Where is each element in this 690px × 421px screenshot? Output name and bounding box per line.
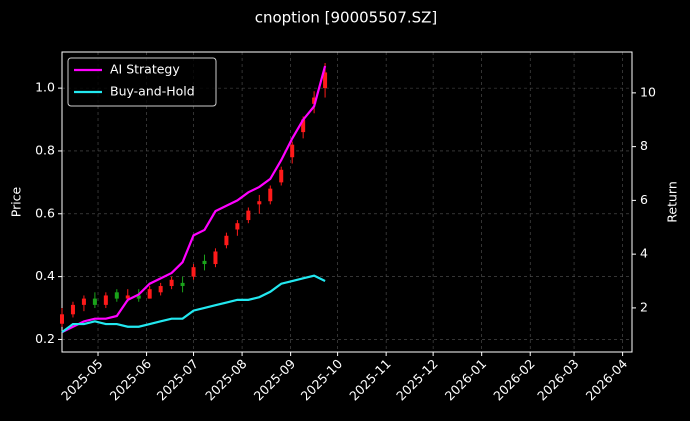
x-tick-label: 2025-09: [251, 356, 299, 404]
candle-body: [60, 314, 64, 324]
x-tick-label: 2026-04: [583, 356, 631, 404]
y2-tick-label: 6: [640, 192, 648, 207]
candle-body: [125, 295, 130, 299]
candle-body: [92, 298, 97, 305]
y2-tick-label: 8: [640, 138, 648, 153]
x-tick-label: 2025-08: [202, 356, 250, 404]
x-tick-label: 2026-01: [442, 356, 490, 404]
y-tick-label: 0.2: [35, 331, 55, 346]
candle-body: [169, 279, 174, 287]
x-tick-label: 2026-02: [490, 356, 538, 404]
candle-body: [180, 282, 185, 287]
legend-label: AI Strategy: [110, 62, 180, 77]
series-line: [61, 65, 327, 334]
chart-title: cnoption [90005507.SZ]: [255, 9, 438, 27]
x-tick-label: 2025-05: [58, 356, 106, 404]
candle-body: [312, 97, 317, 104]
y-axis-label: Price: [9, 186, 24, 217]
series-line: [61, 274, 326, 333]
candle-body: [70, 304, 75, 315]
y-tick-label: 0.6: [35, 205, 55, 220]
candle-body: [268, 188, 273, 202]
legend-box: [67, 57, 217, 107]
candle-body: [147, 289, 152, 299]
y2-axis-label: Return: [665, 181, 680, 222]
y2-tick-label: 2: [640, 299, 648, 314]
x-tick-label: 2026-03: [534, 356, 582, 404]
candle-body: [279, 169, 284, 183]
candle-body: [323, 72, 328, 89]
legend-label: Buy-and-Hold: [110, 84, 195, 99]
candle-body: [103, 295, 108, 305]
candle-body: [224, 235, 229, 246]
candle-body: [290, 144, 295, 158]
legend: AI Strategy Buy-and-Hold: [67, 57, 217, 107]
y2-tick-label: 10: [640, 84, 656, 99]
x-tick-label: 2025-12: [393, 356, 441, 404]
candle-body: [213, 251, 218, 265]
candle-body: [191, 267, 196, 277]
y-tick-label: 0.4: [35, 268, 55, 283]
candle-body: [235, 223, 240, 230]
candle-body: [301, 119, 306, 133]
candle-body: [202, 260, 207, 265]
y-tick-label: 0.8: [35, 142, 55, 157]
x-tick-label: 2025-11: [346, 356, 394, 404]
x-tick-label: 2025-10: [298, 356, 346, 404]
candle-body: [136, 295, 141, 299]
candle-body: [114, 292, 119, 299]
y2-tick-label: 4: [640, 246, 648, 261]
candle-body: [257, 201, 262, 205]
candle-body: [246, 210, 251, 221]
candle-body: [158, 286, 163, 293]
plot-frame: [61, 51, 633, 353]
y-tick-label: 1.0: [35, 80, 55, 95]
candle-body: [81, 298, 86, 305]
x-tick-label: 2025-07: [154, 356, 202, 404]
x-tick-label: 2025-06: [107, 356, 155, 404]
